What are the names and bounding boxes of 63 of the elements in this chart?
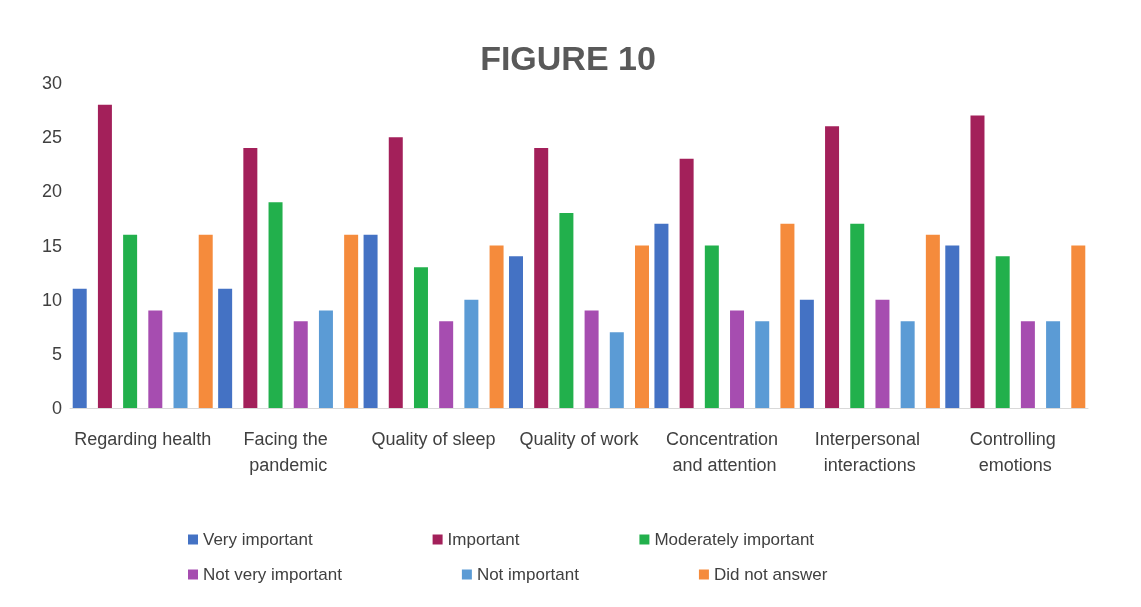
chart-title: FIGURE 10 xyxy=(480,39,656,77)
bar xyxy=(780,223,795,408)
bar xyxy=(850,223,865,408)
bar xyxy=(584,310,599,408)
bar xyxy=(97,104,112,408)
bar xyxy=(464,299,479,408)
x-tick-label: Facing the pandemic xyxy=(243,429,333,475)
bar xyxy=(1020,321,1035,408)
bar xyxy=(489,245,504,408)
bar xyxy=(413,267,428,408)
legend-label: Not important xyxy=(476,565,580,584)
bar xyxy=(243,148,258,408)
x-tick-label: Controlling emotions xyxy=(969,429,1061,475)
bar xyxy=(439,321,454,408)
bar xyxy=(363,234,378,408)
bar xyxy=(945,245,960,408)
x-tick-label: Interpersonal interactions xyxy=(814,429,925,475)
bar xyxy=(755,321,770,408)
bar xyxy=(534,148,549,408)
bar xyxy=(704,245,719,408)
bar xyxy=(900,321,915,408)
bar xyxy=(1046,321,1061,408)
bar xyxy=(173,332,188,408)
bar xyxy=(293,321,308,408)
bar xyxy=(609,332,624,408)
x-tick-label: Quality of sleep xyxy=(371,429,496,449)
y-tick-label: 0 xyxy=(51,398,62,418)
legend-label: Important xyxy=(447,530,520,549)
y-tick-label: 5 xyxy=(51,343,62,364)
bar xyxy=(318,310,333,408)
bar xyxy=(218,288,233,408)
bar xyxy=(970,115,985,408)
bar xyxy=(344,234,359,408)
x-tick-label: Quality of work xyxy=(519,429,640,449)
y-tick-label: 30 xyxy=(41,73,62,93)
bar xyxy=(72,288,87,408)
bar xyxy=(268,202,283,408)
bar xyxy=(995,256,1010,408)
y-tick-label: 10 xyxy=(41,289,62,310)
bar xyxy=(123,234,138,408)
legend-label: Did not answer xyxy=(713,565,828,584)
bar xyxy=(198,234,213,408)
bar xyxy=(388,137,403,408)
bar xyxy=(559,213,574,408)
bar xyxy=(799,299,814,408)
legend-label: Very important xyxy=(203,530,313,549)
bar xyxy=(654,223,669,408)
x-tick-label: Regarding health xyxy=(74,429,212,449)
y-tick-label: 25 xyxy=(41,127,62,148)
bar xyxy=(509,256,523,408)
bar xyxy=(1071,245,1086,408)
bar xyxy=(679,158,694,408)
bar xyxy=(925,234,940,408)
y-tick-label: 20 xyxy=(41,181,62,202)
legend-label: Not very important xyxy=(203,565,343,584)
bar xyxy=(730,310,745,408)
y-tick-label: 15 xyxy=(41,235,62,256)
bar xyxy=(875,299,890,408)
legend-label: Moderately important xyxy=(654,530,815,549)
x-tick-label: Concentration and attention xyxy=(665,429,783,475)
bar xyxy=(635,245,649,408)
bar xyxy=(825,126,840,408)
bar xyxy=(148,310,163,408)
